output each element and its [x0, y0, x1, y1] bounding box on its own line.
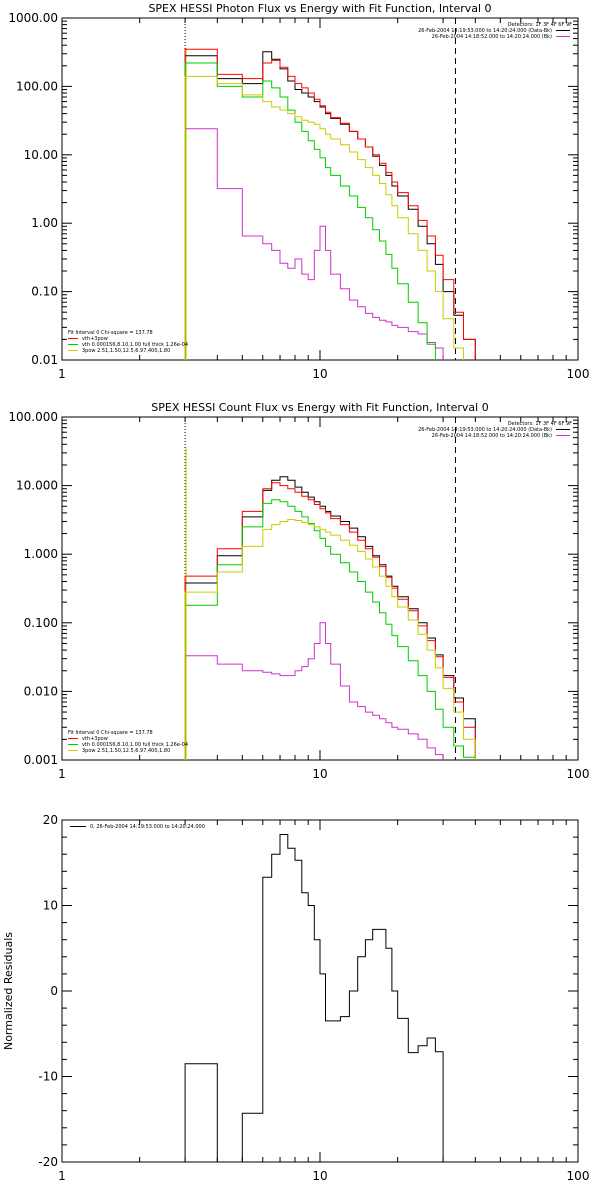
y-tick-label: 10: [43, 899, 58, 913]
x-tick-label: 100: [567, 767, 590, 781]
legend-entry: 26-Feb-2004 14:19:53.000 to 14:20:24.000…: [418, 427, 552, 433]
legend-entry: 0, 26-Feb-2004 14:19:53.000 to 14:20:24.…: [90, 824, 205, 830]
y-tick-label: 0.010: [24, 684, 58, 698]
series-bk: [184, 128, 444, 360]
series-bk: [184, 622, 444, 760]
x-tick-label: 1: [58, 767, 66, 781]
x-tick-label: 10: [312, 767, 327, 781]
y-axis-label: Normalized Residuals: [2, 932, 15, 1050]
series-vth: [184, 62, 436, 360]
series-line: [184, 128, 444, 360]
series-group: [184, 48, 476, 360]
x-tick-label: 10: [312, 367, 327, 381]
series-3pow: [184, 75, 464, 360]
series-data-bk: [184, 51, 476, 360]
series-line: [184, 51, 476, 360]
x-tick-label: 10: [312, 1169, 327, 1183]
x-tick-label: 1: [58, 1169, 66, 1183]
y-tick-label: 0.100: [24, 616, 58, 630]
plot-frame: [61, 819, 579, 1163]
y-tick-label: 10.00: [24, 148, 58, 162]
series-group: [184, 834, 455, 1162]
legend-entry: vth+3pow: [82, 736, 108, 742]
legend-entry: vth 0.000156,8.10,1.00 full thick 1.26e-…: [82, 342, 188, 348]
y-tick-label: 10.000: [16, 479, 58, 493]
chart-title: SPEX HESSI Photon Flux vs Energy with Fi…: [148, 2, 491, 15]
y-tick-label: 1.00: [31, 216, 58, 230]
series-line: [184, 62, 436, 360]
series-line: [184, 622, 444, 760]
y-tick-label: 0.01: [31, 353, 58, 367]
series-3pow: [184, 519, 476, 760]
chart-panel-1: SPEX HESSI Photon Flux vs Energy with Fi…: [8, 2, 589, 381]
legend-entry: 26-Feb-2004 14:18:52.000 to 14:20:24.000…: [432, 34, 552, 40]
x-tick-label: 100: [567, 367, 590, 381]
x-tick-label: 100: [567, 1169, 590, 1183]
legend-entry: vth+3pow: [82, 336, 108, 342]
y-tick-label: 0.10: [31, 285, 58, 299]
y-tick-label: 1.000: [24, 547, 58, 561]
y-tick-label: 1000.00: [8, 11, 58, 25]
y-tick-label: 100.000: [8, 410, 58, 424]
series-line: [184, 519, 476, 760]
y-tick-label: 20: [43, 813, 58, 827]
legend-entry: 3pow 2.51,1.50,12.5,6.97,400,1.80: [82, 748, 170, 754]
plot-frame: [61, 416, 579, 761]
series-line: [184, 482, 476, 760]
legend-entry: 26-Feb-2004 14:18:52.000 to 14:20:24.000…: [432, 433, 552, 439]
series-vth-3pow: [184, 482, 476, 760]
plot-frame: [61, 17, 579, 361]
series-line: [184, 834, 455, 1162]
legend-entry: Detectors: 1F 3F 4F 6F 9F: [508, 22, 572, 28]
series-group: [184, 476, 476, 760]
series-line: [184, 48, 476, 360]
y-tick-label: 0.001: [24, 753, 58, 767]
legend-entry: 26-Feb-2004 14:19:53.000 to 14:20:24.000…: [418, 28, 552, 34]
y-tick-label: 100.00: [16, 79, 58, 93]
series-line: [184, 476, 476, 760]
chart-panel-2: SPEX HESSI Count Flux vs Energy with Fit…: [8, 401, 589, 781]
series-line: [184, 75, 464, 360]
chart-title: SPEX HESSI Count Flux vs Energy with Fit…: [151, 401, 488, 414]
y-tick-label: -10: [38, 1070, 58, 1084]
legend-entry: vth 0.000156,8.10,1.00 full thick 1.26e-…: [82, 742, 188, 748]
x-tick-label: 1: [58, 367, 66, 381]
series-residuals: [184, 834, 455, 1162]
y-tick-label: 0: [50, 984, 58, 998]
y-tick-label: -20: [38, 1155, 58, 1169]
legend-entry: Fit Interval 0 Chi-square = 137.78: [68, 330, 153, 336]
series-vth: [184, 499, 476, 760]
legend-entry: Detectors: 1F 3F 4F 6F 9F: [508, 421, 572, 427]
series-line: [184, 499, 476, 760]
legend-entry: 3pow 2.51,1.50,12.5,6.97,400,1.80: [82, 348, 170, 354]
series-data-bk: [184, 476, 476, 760]
series-vth-3pow: [184, 48, 476, 360]
chart-panel-3: 1 10 100 -20 -10 0 10 20 Normalized Residuals 0, …: [2, 813, 589, 1183]
legend-entry: Fit Interval 0 Chi-square = 137.78: [68, 730, 153, 736]
